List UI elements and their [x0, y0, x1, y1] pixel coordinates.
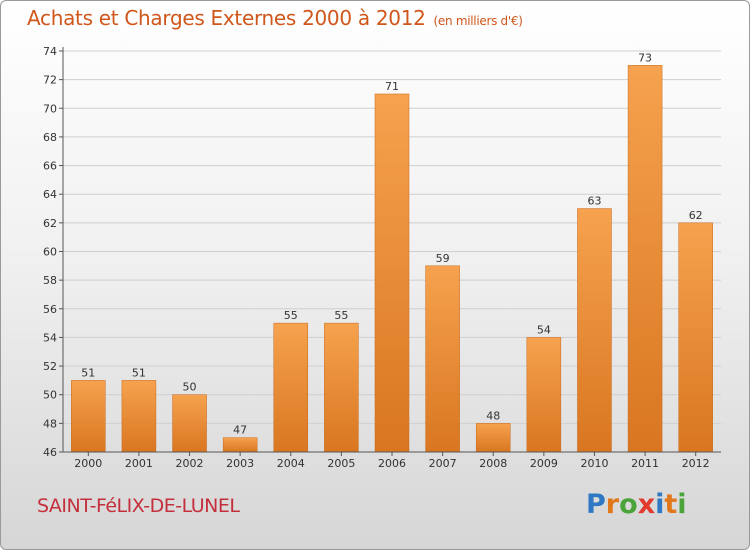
bar-value-label: 55 [334, 309, 348, 322]
bar [172, 394, 207, 453]
bar-value-label: 63 [587, 195, 601, 208]
bar-value-label: 51 [132, 366, 146, 379]
chart-title: Achats et Charges Externes 2000 à 2012 (e… [27, 6, 523, 30]
bar [273, 322, 309, 453]
chart-title-text: Achats et Charges Externes 2000 à 2012 [27, 6, 426, 30]
brand-letter: i [677, 489, 687, 520]
x-tick-label: 2006 [378, 457, 406, 470]
x-tick-label: 2012 [682, 457, 710, 470]
bar [627, 65, 663, 453]
bar-value-label: 51 [81, 366, 95, 379]
bar [475, 423, 511, 453]
y-tick-label: 48 [43, 417, 57, 430]
bar [526, 337, 562, 453]
x-tick-label: 2001 [125, 457, 153, 470]
y-tick-label: 50 [43, 389, 57, 402]
bar [577, 208, 612, 453]
x-tick-label: 2011 [631, 457, 659, 470]
brand-letter: r [605, 489, 620, 520]
y-tick-label: 56 [43, 303, 57, 316]
x-tick-label: 2010 [580, 457, 608, 470]
bar-value-label: 62 [689, 209, 703, 222]
bar-value-label: 47 [233, 424, 247, 437]
bar [678, 222, 713, 453]
y-tick-label: 52 [43, 360, 57, 373]
x-tick-label: 2008 [479, 457, 507, 470]
bar [374, 93, 410, 453]
bar [121, 380, 157, 453]
brand-letter: i [655, 489, 665, 520]
bar [425, 265, 460, 453]
bar-value-label: 48 [486, 409, 500, 422]
y-tick-label: 46 [43, 446, 57, 459]
commune-name: SAINT-FéLIX-DE-LUNEL [37, 495, 240, 517]
chart-unit: (en milliers d'€) [433, 14, 523, 28]
bar-value-label: 54 [537, 323, 551, 336]
bar-value-label: 73 [638, 51, 652, 64]
y-tick-label: 58 [43, 274, 57, 287]
bar [222, 437, 258, 453]
bar-value-label: 59 [436, 252, 450, 265]
y-tick-label: 70 [43, 102, 57, 115]
brand-letter: t [664, 489, 678, 520]
x-tick-label: 2007 [429, 457, 457, 470]
brand-letter: P [586, 489, 606, 520]
x-tick-label: 2000 [74, 457, 102, 470]
y-tick-label: 62 [43, 217, 57, 230]
y-tick-label: 60 [43, 246, 57, 259]
y-tick-label: 74 [43, 45, 57, 58]
x-tick-label: 2004 [277, 457, 305, 470]
x-tick-label: 2002 [176, 457, 204, 470]
x-tick-label: 2003 [226, 457, 254, 470]
x-tick-label: 2005 [327, 457, 355, 470]
bar [324, 322, 359, 453]
x-tick-label: 2009 [530, 457, 558, 470]
y-tick-label: 72 [43, 74, 57, 87]
brand-letter: o [619, 489, 638, 520]
bar [71, 380, 106, 453]
proxiti-logo: Proxiti [586, 489, 687, 520]
bar-value-label: 55 [284, 309, 298, 322]
y-tick-label: 66 [43, 160, 57, 173]
y-tick-label: 68 [43, 131, 57, 144]
bar-value-label: 71 [385, 80, 399, 93]
bar-value-label: 50 [183, 381, 197, 394]
y-tick-label: 64 [43, 188, 57, 201]
y-tick-label: 54 [43, 331, 57, 344]
brand-letter: x [637, 489, 656, 520]
